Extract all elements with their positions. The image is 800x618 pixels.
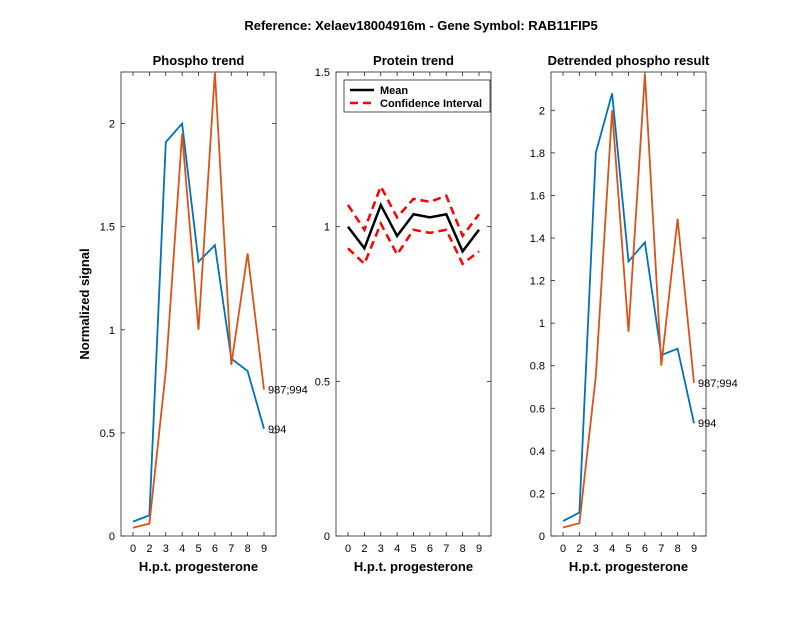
series-line-987-994 — [562, 74, 695, 529]
y-tick-label: 1.5 — [315, 67, 330, 79]
y-tick-label: 1.6 — [530, 190, 545, 202]
x-tick-label: 5 — [625, 543, 631, 555]
x-tick-label: 6 — [212, 543, 218, 555]
x-tick-label: 0 — [130, 543, 136, 555]
x-tick-label: 8 — [675, 543, 681, 555]
axes-box — [335, 71, 492, 537]
x-tick-label: 9 — [476, 543, 482, 555]
legend-entry: Confidence Interval — [380, 98, 482, 110]
figure-title: Reference: Xelaev18004916m - Gene Symbol… — [244, 18, 597, 33]
y-tick-label: 1 — [324, 222, 330, 234]
x-tick-label: 3 — [593, 543, 599, 555]
y-tick-label: 1 — [539, 318, 545, 330]
x-tick-label: 2 — [146, 543, 152, 555]
y-tick-label: 1 — [109, 325, 115, 337]
series-end-label: 987;994 — [268, 385, 308, 397]
y-axis-label: Normalized signal — [77, 248, 92, 359]
legend-box — [343, 79, 491, 113]
x-tick-label: 7 — [443, 543, 449, 555]
chart-title: Detrended phospho result — [548, 53, 710, 68]
x-axis-label: H.p.t. progesterone — [354, 559, 473, 574]
y-tick-label: 2 — [109, 119, 115, 131]
x-tick-label: 9 — [261, 543, 267, 555]
series-line-987-994 — [132, 71, 265, 529]
x-axis-label: H.p.t. progesterone — [569, 559, 688, 574]
y-tick-label: 0.6 — [530, 403, 545, 415]
series-line-994 — [132, 121, 265, 523]
chart-title: Protein trend — [373, 53, 454, 68]
series-line-confidence-interval — [346, 183, 480, 239]
y-tick-label: 1.5 — [100, 222, 115, 234]
x-tick-label: 2 — [576, 543, 582, 555]
x-tick-label: 0 — [560, 543, 566, 555]
x-tick-label: 0 — [345, 543, 351, 555]
x-tick-label: 7 — [658, 543, 664, 555]
y-tick-label: 1.2 — [530, 276, 545, 288]
series-end-label: 994 — [268, 424, 286, 436]
x-tick-label: 4 — [609, 543, 615, 555]
x-tick-label: 4 — [394, 543, 400, 555]
y-tick-label: 0 — [109, 531, 115, 543]
y-tick-label: 0.5 — [100, 428, 115, 440]
x-tick-label: 8 — [460, 543, 466, 555]
y-tick-label: 1.4 — [530, 233, 545, 245]
x-tick-label: 3 — [163, 543, 169, 555]
y-tick-label: 0.5 — [315, 376, 330, 388]
x-tick-label: 9 — [691, 543, 697, 555]
series-end-label: 994 — [698, 418, 716, 430]
series-line-mean — [347, 201, 480, 254]
y-tick-label: 0.4 — [530, 446, 545, 458]
x-tick-label: 6 — [427, 543, 433, 555]
series-line-confidence-interval-lower- — [347, 220, 480, 266]
chart-title: Phospho trend — [153, 53, 245, 68]
x-tick-label: 6 — [642, 543, 648, 555]
y-tick-label: 0 — [539, 531, 545, 543]
x-axis-label: H.p.t. progesterone — [139, 559, 258, 574]
x-tick-label: 2 — [361, 543, 367, 555]
x-tick-label: 3 — [378, 543, 384, 555]
x-tick-label: 5 — [195, 543, 201, 555]
y-tick-label: 0.2 — [530, 488, 545, 500]
y-tick-label: 0 — [324, 531, 330, 543]
y-tick-label: 2 — [539, 105, 545, 117]
x-tick-label: 8 — [245, 543, 251, 555]
axes-box — [550, 71, 707, 537]
series-end-label: 987;994 — [698, 378, 738, 390]
x-tick-label: 5 — [410, 543, 416, 555]
legend-entry: Mean — [380, 85, 408, 97]
axes-box — [120, 71, 277, 537]
series-line-994 — [562, 93, 695, 522]
x-tick-label: 4 — [179, 543, 185, 555]
y-tick-label: 0.8 — [530, 361, 545, 373]
y-tick-label: 1.8 — [530, 148, 545, 160]
x-tick-label: 7 — [228, 543, 234, 555]
